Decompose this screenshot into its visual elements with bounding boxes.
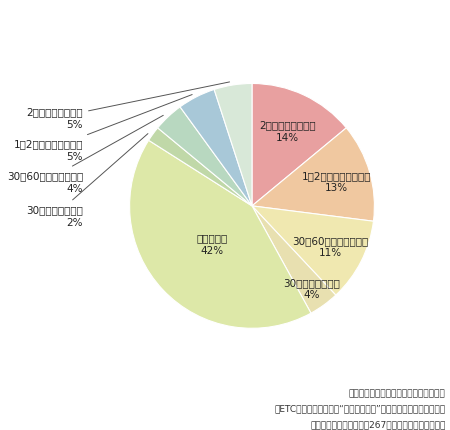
Text: 30～60分未満早く出発
4%: 30～60分未満早く出発 4% (7, 116, 163, 193)
Text: 30分未満遅く出発
4%: 30分未満遅く出発 4% (284, 277, 340, 300)
Wedge shape (158, 108, 252, 206)
Text: 2時間以上早く出発
5%: 2時間以上早く出発 5% (27, 83, 230, 130)
Wedge shape (252, 206, 374, 295)
Text: （ETC割引の利用により“変化が生じた”と回答した事業所のうち，: （ETC割引の利用により“変化が生じた”と回答した事業所のうち， (274, 404, 446, 413)
Text: 30～60分未満遅く出発
11%: 30～60分未満遅く出発 11% (292, 235, 369, 258)
Wedge shape (214, 84, 252, 206)
Wedge shape (130, 141, 311, 329)
Wedge shape (148, 129, 252, 206)
Text: 30分未満早く出発
2%: 30分未満早く出発 2% (26, 134, 148, 227)
Wedge shape (252, 84, 346, 206)
Text: 1～2時間未満遅く出発
13%: 1～2時間未満遅く出発 13% (302, 171, 371, 193)
Wedge shape (252, 129, 374, 222)
Text: 資料：物流基础調査（意向アンケート）: 資料：物流基础調査（意向アンケート） (349, 389, 446, 398)
Wedge shape (252, 206, 336, 313)
Text: 変わらない
42%: 変わらない 42% (196, 233, 227, 255)
Text: 1～2時間未満早く出発
5%: 1～2時間未満早く出発 5% (14, 95, 192, 161)
Text: 出発時間に変化が生じた267事業所のサンプル集計）: 出発時間に変化が生じた267事業所のサンプル集計） (310, 419, 446, 428)
Text: 2時間以上遅く出発
14%: 2時間以上遅く出発 14% (259, 120, 316, 142)
Wedge shape (180, 90, 252, 206)
